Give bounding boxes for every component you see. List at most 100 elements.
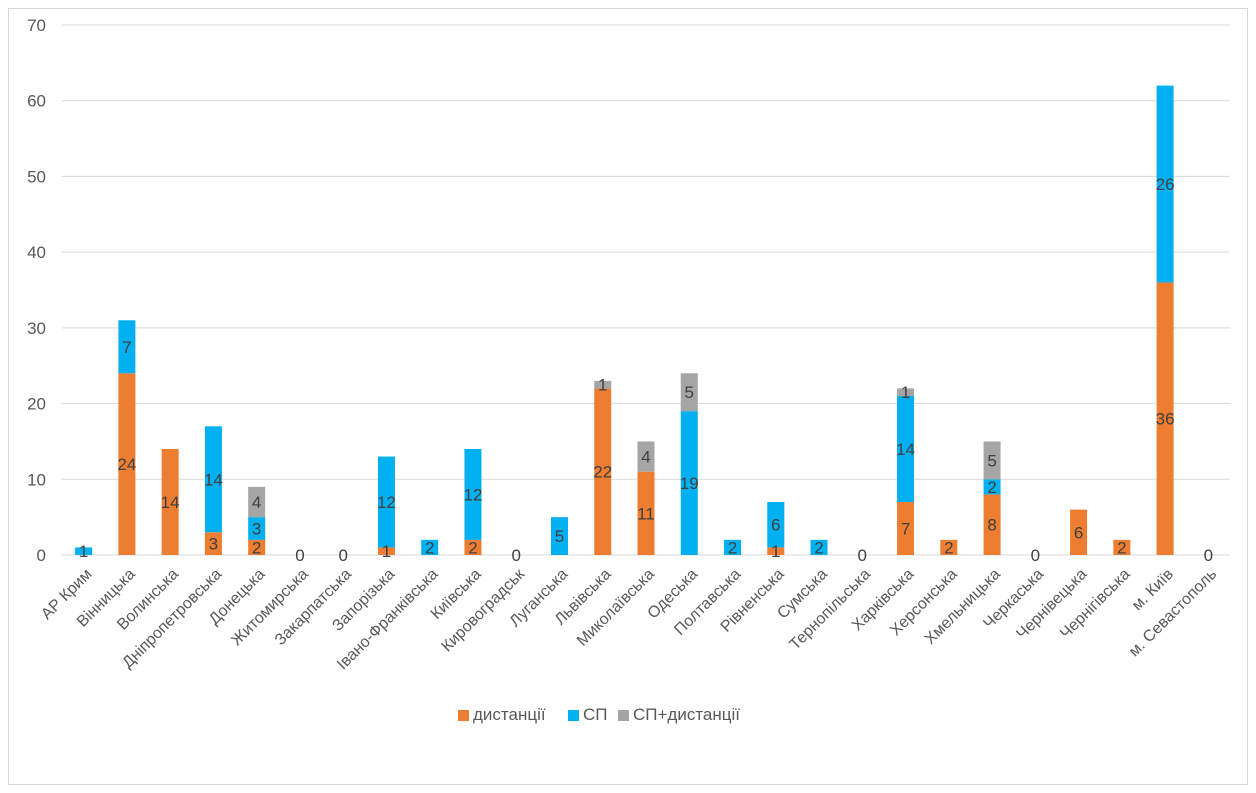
bar-segment [377, 456, 395, 548]
data-label: 6 [771, 516, 780, 535]
bar-segment [594, 380, 612, 389]
bar-segment [248, 539, 266, 555]
bar-segment [983, 479, 1001, 495]
bar-segment [1156, 85, 1174, 283]
y-tick-label: 40 [27, 243, 46, 262]
x-tick-label: Миколаївська [574, 566, 658, 650]
data-label: 36 [1156, 410, 1175, 429]
bar-segment [767, 547, 785, 555]
y-tick-label: 50 [27, 167, 46, 186]
data-label: 0 [338, 546, 347, 565]
x-tick-label: Житомирська [228, 566, 312, 650]
chart-area [8, 8, 1248, 785]
data-label: 5 [685, 383, 694, 402]
data-label: 19 [680, 474, 699, 493]
bar-segment [637, 471, 655, 555]
bar-segment [464, 449, 482, 540]
y-tick-label: 20 [27, 395, 46, 414]
x-axis-ticks: АР КримВінницькаВолинськаДніпропетровськ… [38, 565, 1220, 673]
x-tick-label: Закарпатська [272, 566, 355, 649]
bar-segment [1113, 539, 1131, 555]
data-label: 2 [468, 538, 477, 557]
bar-segment [118, 373, 136, 555]
bar-segment [421, 539, 439, 555]
bar-segment [767, 502, 785, 548]
legend-label: СП+дистанції [633, 705, 740, 724]
bar-segment [248, 486, 266, 518]
bar-segment [118, 320, 136, 374]
x-tick-label: Хмельницька [922, 566, 1004, 648]
data-label: 0 [1204, 546, 1213, 565]
data-label: 14 [161, 493, 180, 512]
legend-label: дистанції [473, 705, 546, 724]
bar-segment [161, 449, 179, 555]
data-label: 0 [295, 546, 304, 565]
bar-segment [204, 532, 222, 555]
bar-segment [637, 441, 655, 472]
bar-segment [248, 517, 266, 540]
y-axis-ticks: 0 10 20 30 40 50 60 70 [27, 16, 46, 565]
data-label: 1 [771, 542, 780, 561]
bar-segment [377, 547, 395, 555]
data-label: 3 [252, 520, 261, 539]
bar-segment [983, 494, 1001, 555]
data-label: 2 [814, 538, 823, 557]
bar-segment [464, 539, 482, 555]
data-label: 14 [204, 470, 223, 489]
bar-segment [897, 388, 915, 396]
data-label: 7 [122, 338, 131, 357]
y-tick-label: 10 [27, 470, 46, 489]
data-label: 24 [117, 455, 136, 474]
data-label: 0 [1031, 546, 1040, 565]
data-label: 1 [598, 376, 607, 395]
data-label: 8 [987, 516, 996, 535]
data-label: 2 [425, 538, 434, 557]
y-tick-label: 60 [27, 92, 46, 111]
bar-segment [680, 373, 698, 412]
bar-segment [1070, 509, 1088, 555]
bar-segment [810, 539, 828, 555]
legend-swatch [458, 710, 469, 721]
data-label: 14 [896, 440, 915, 459]
data-label: 11 [637, 504, 655, 523]
legend-swatch [568, 710, 579, 721]
legend-swatch [618, 710, 629, 721]
data-label: 26 [1156, 175, 1175, 194]
legend-label: СП [583, 705, 608, 724]
data-label: 2 [1117, 538, 1126, 557]
bar-segment [75, 547, 93, 555]
data-label: 2 [944, 538, 953, 557]
bar-segment [724, 539, 742, 555]
data-label: 1 [901, 383, 910, 402]
y-tick-label: 30 [27, 319, 46, 338]
bars [75, 85, 1174, 555]
bar-segment [897, 396, 915, 502]
bar-segment [897, 502, 915, 555]
data-label: 12 [377, 493, 396, 512]
data-label: 2 [987, 478, 996, 497]
bar-segment [680, 411, 698, 555]
data-label: 1 [382, 542, 391, 561]
data-label: 7 [901, 520, 910, 539]
bar-segment [550, 517, 568, 555]
data-label: 4 [252, 493, 261, 512]
data-label: 5 [987, 451, 996, 470]
y-tick-label: 0 [37, 546, 46, 565]
y-tick-label: 70 [27, 16, 46, 35]
data-label: 2 [728, 538, 737, 557]
data-label: 3 [209, 535, 218, 554]
data-label: 0 [511, 546, 520, 565]
bar-segment [204, 426, 222, 533]
data-label: 4 [641, 448, 650, 467]
legend: дистанції СП СП+дистанції [458, 705, 740, 724]
bar-segment [594, 388, 612, 555]
bar-segment [1156, 282, 1174, 555]
data-label: 22 [593, 463, 612, 482]
data-label: 12 [464, 485, 483, 504]
bar-segment [983, 441, 1001, 480]
bar-segment [940, 539, 958, 555]
data-label: 0 [858, 546, 867, 565]
data-label: 6 [1074, 523, 1083, 542]
